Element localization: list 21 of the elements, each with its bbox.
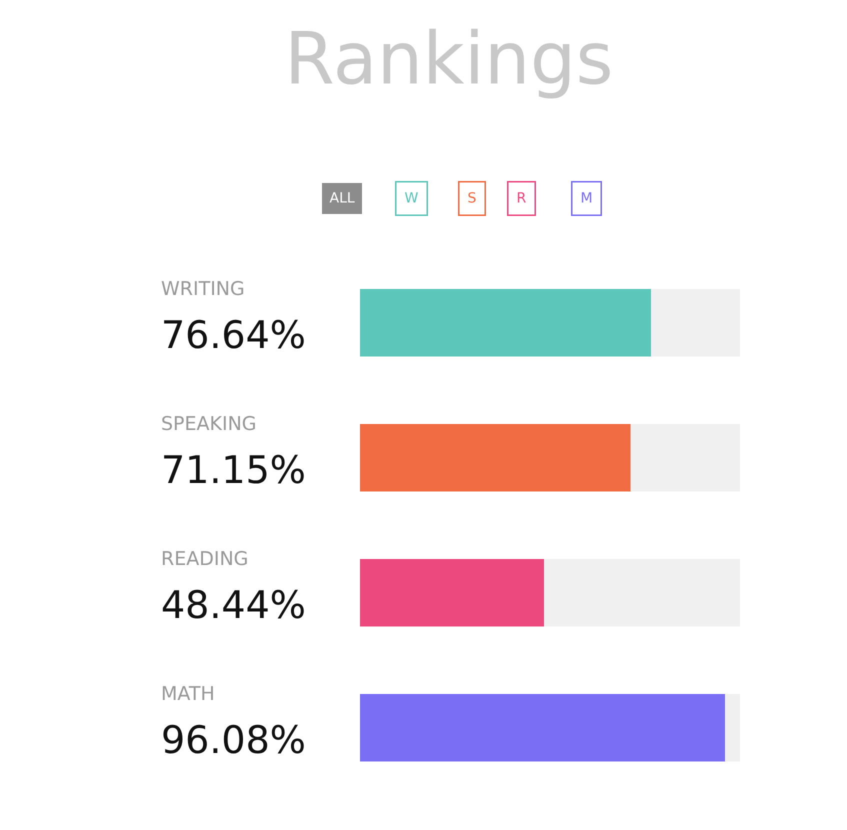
data-label: 71.15% xyxy=(161,448,306,492)
bar xyxy=(360,694,726,762)
text: M xyxy=(580,190,593,206)
bar xyxy=(360,288,652,356)
bar xyxy=(544,558,740,626)
y-tick-label: MATH xyxy=(161,683,215,705)
bar xyxy=(360,424,630,492)
bar xyxy=(725,694,740,762)
bar xyxy=(630,424,740,492)
text: S xyxy=(468,190,476,206)
data-label: 48.44% xyxy=(161,583,306,627)
data-label: 76.64% xyxy=(161,313,306,357)
text: ALL xyxy=(330,190,355,206)
bar xyxy=(360,558,544,626)
text: R xyxy=(516,190,526,206)
text: W xyxy=(404,190,418,206)
bar xyxy=(651,288,740,356)
y-tick-label: SPEAKING xyxy=(161,413,257,435)
y-tick-label: READING xyxy=(161,548,248,570)
data-label: 96.08% xyxy=(161,718,306,762)
y-tick-label: WRITING xyxy=(161,278,245,300)
